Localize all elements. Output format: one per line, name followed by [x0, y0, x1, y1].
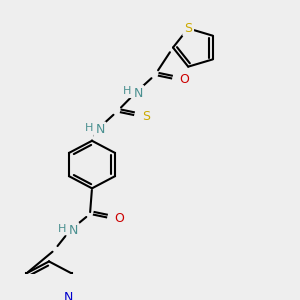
Text: S: S — [142, 110, 150, 123]
Text: O: O — [179, 73, 189, 86]
Text: O: O — [114, 212, 124, 225]
Text: S: S — [184, 22, 192, 35]
Text: H: H — [85, 123, 93, 133]
Text: N: N — [95, 123, 105, 136]
Text: H: H — [123, 86, 131, 96]
Text: N: N — [133, 87, 143, 100]
Text: N: N — [68, 224, 78, 237]
Text: H: H — [58, 224, 66, 233]
Text: N: N — [64, 291, 73, 300]
